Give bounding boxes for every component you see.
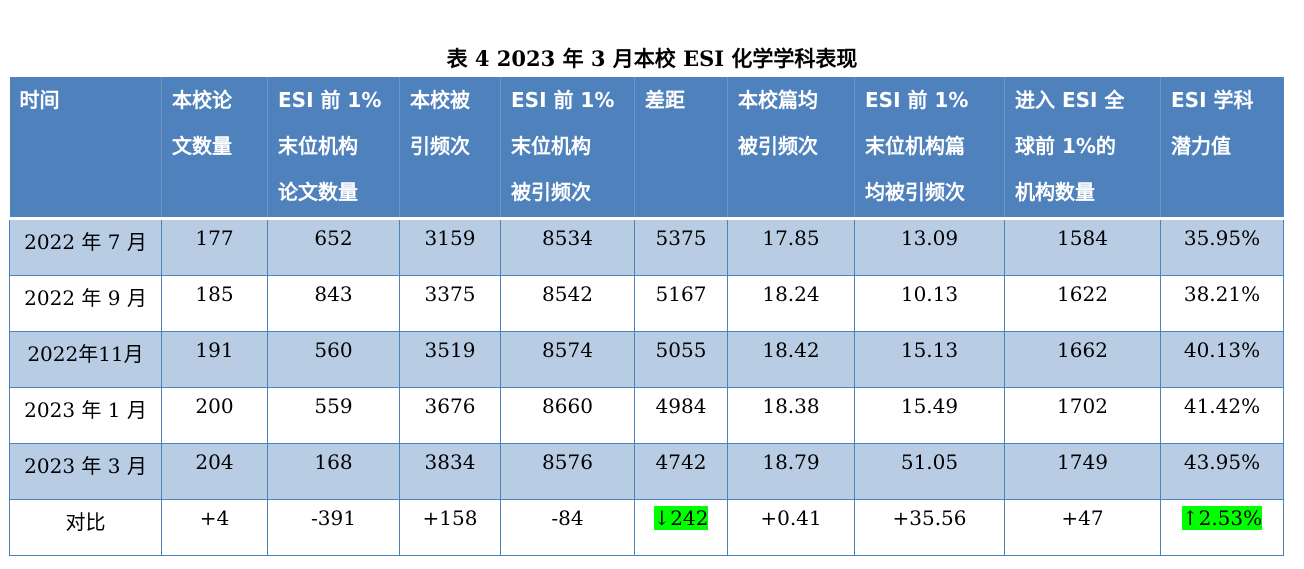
cell-threshold-citations: 8574 [500,331,635,388]
cell-school-papers: +4 [161,499,268,556]
cell-school-citations: 3375 [399,275,501,332]
cell-threshold-avg-citations: 51.05 [854,443,1005,500]
cell-threshold-avg-citations: 15.49 [854,387,1005,444]
cell-gap: 5055 [634,331,728,388]
cell-school-citations: 3159 [399,218,501,276]
header-institution-count: 进入 ESI 全 球前 1%的 机构数量 [1004,77,1161,220]
cell-threshold-avg-citations: 15.13 [854,331,1005,388]
table-title: 表 4 2023 年 3 月本校 ESI 化学学科表现 [446,46,858,71]
table-row: 2022年11月 191 560 3519 8574 5055 18.42 15… [9,331,1284,388]
cell-school-papers: 200 [161,387,268,444]
cell-potential: 40.13% [1160,331,1284,388]
cell-school-avg-citations: 17.85 [727,218,855,276]
cell-school-avg-citations: 18.38 [727,387,855,444]
header-school-avg-citations: 本校篇均 被引频次 [727,77,855,220]
cell-school-papers: 204 [161,443,268,500]
cell-threshold-papers: 168 [267,443,400,500]
cell-institution-count: 1584 [1004,218,1161,276]
cell-threshold-avg-citations: 13.09 [854,218,1005,276]
cell-gap: 4742 [634,443,728,500]
cell-threshold-citations: 8660 [500,387,635,444]
header-row: 时间 本校论 文数量 ESI 前 1% 末位机构 论文数量 本校被 引频次 ES… [9,77,1284,220]
gap-change-highlight: ↓242 [653,506,709,530]
cell-threshold-papers: 560 [267,331,400,388]
cell-time: 2022年11月 [9,331,162,388]
cell-threshold-papers: 843 [267,275,400,332]
header-school-citations: 本校被 引频次 [399,77,501,220]
cell-institution-count: 1749 [1004,443,1161,500]
cell-school-citations: +158 [399,499,501,556]
table-row: 2023 年 1 月 200 559 3676 8660 4984 18.38 … [9,387,1284,444]
cell-school-citations: 3676 [399,387,501,444]
cell-school-citations: 3834 [399,443,501,500]
cell-institution-count: 1702 [1004,387,1161,444]
cell-threshold-papers: 559 [267,387,400,444]
cell-threshold-papers: -391 [267,499,400,556]
cell-threshold-citations: 8534 [500,218,635,276]
cell-school-citations: 3519 [399,331,501,388]
cell-school-avg-citations: 18.79 [727,443,855,500]
cell-potential: 35.95% [1160,218,1284,276]
cell-school-papers: 185 [161,275,268,332]
cell-school-avg-citations: +0.41 [727,499,855,556]
cell-time: 2023 年 3 月 [9,443,162,500]
cell-time: 对比 [9,499,162,556]
potential-change-highlight: ↑2.53% [1181,506,1263,530]
esi-chemistry-table: 时间 本校论 文数量 ESI 前 1% 末位机构 论文数量 本校被 引频次 ES… [9,77,1284,556]
cell-threshold-avg-citations: +35.56 [854,499,1005,556]
cell-gap: 5375 [634,218,728,276]
cell-threshold-papers: 652 [267,218,400,276]
cell-institution-count: 1622 [1004,275,1161,332]
header-threshold-papers: ESI 前 1% 末位机构 论文数量 [267,77,400,220]
cell-potential: ↑2.53% [1160,499,1284,556]
table-row: 2023 年 3 月 204 168 3834 8576 4742 18.79 … [9,443,1284,500]
cell-threshold-citations: 8542 [500,275,635,332]
table-row: 2022 年 7 月 177 652 3159 8534 5375 17.85 … [9,218,1284,276]
cell-potential: 41.42% [1160,387,1284,444]
cell-time: 2022 年 7 月 [9,218,162,276]
cell-school-avg-citations: 18.42 [727,331,855,388]
header-threshold-avg-citations: ESI 前 1% 末位机构篇 均被引频次 [854,77,1005,220]
cell-time: 2022 年 9 月 [9,275,162,332]
header-school-papers: 本校论 文数量 [161,77,268,220]
cell-school-avg-citations: 18.24 [727,275,855,332]
cell-threshold-citations: 8576 [500,443,635,500]
cell-threshold-citations: -84 [500,499,635,556]
cell-institution-count: 1662 [1004,331,1161,388]
cell-gap: ↓242 [634,499,728,556]
cell-gap: 5167 [634,275,728,332]
cell-school-papers: 191 [161,331,268,388]
cell-gap: 4984 [634,387,728,444]
cell-school-papers: 177 [161,218,268,276]
comparison-row: 对比 +4 -391 +158 -84 ↓242 +0.41 +35.56 +4… [9,499,1284,556]
header-time: 时间 [9,77,162,220]
header-gap: 差距 [634,77,728,220]
cell-threshold-avg-citations: 10.13 [854,275,1005,332]
header-potential: ESI 学科 潜力值 [1160,77,1284,220]
cell-potential: 38.21% [1160,275,1284,332]
header-threshold-citations: ESI 前 1% 末位机构 被引频次 [500,77,635,220]
cell-institution-count: +47 [1004,499,1161,556]
table-row: 2022 年 9 月 185 843 3375 8542 5167 18.24 … [9,275,1284,332]
cell-time: 2023 年 1 月 [9,387,162,444]
cell-potential: 43.95% [1160,443,1284,500]
